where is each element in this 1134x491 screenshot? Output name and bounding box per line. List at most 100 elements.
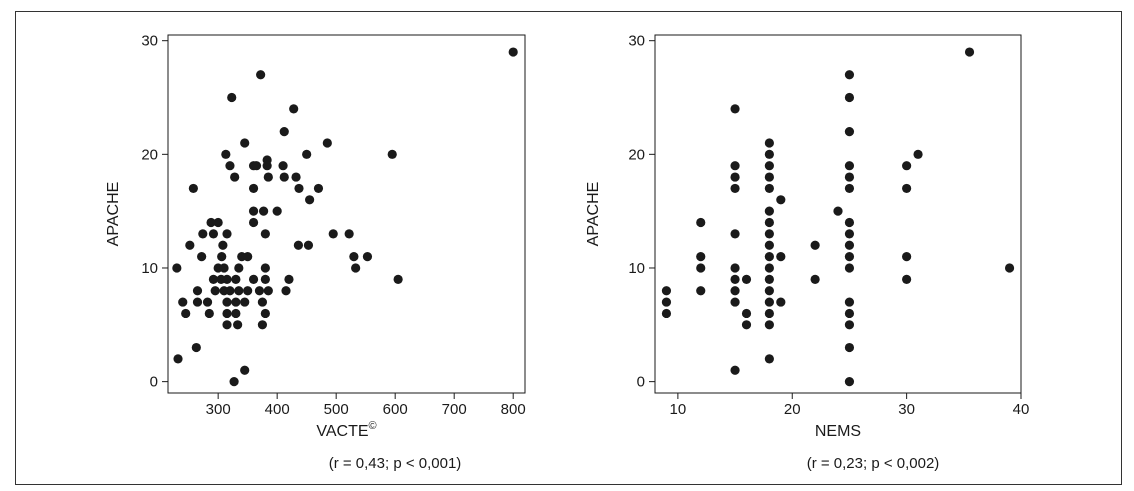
chart1-data-point xyxy=(240,138,250,148)
chart2-y-tick-label: 0 xyxy=(637,374,645,391)
chart1-data-point xyxy=(208,229,219,239)
chart2-data-point xyxy=(730,274,740,284)
chart2-data-point xyxy=(661,297,672,307)
chart2-data-point xyxy=(764,138,774,148)
chart2-data-point xyxy=(844,229,855,239)
chart2-data-point xyxy=(696,252,706,262)
chart1-data-point xyxy=(198,229,208,239)
chart1-data-point xyxy=(291,172,301,182)
figure-frame xyxy=(15,11,1122,485)
chart2-x-tick-label: 20 xyxy=(784,401,801,418)
chart1-data-point xyxy=(349,252,359,262)
chart2-x-tick-label: 10 xyxy=(670,401,687,418)
chart1-data-point xyxy=(222,229,232,239)
chart2-data-point xyxy=(730,286,740,296)
chart1-data-point xyxy=(217,252,227,262)
chart1-data-point xyxy=(263,286,273,296)
chart2-y-axis-label: APACHE xyxy=(585,182,602,247)
chart1-data-point xyxy=(192,286,203,296)
chart1-data-point xyxy=(260,308,270,319)
chart1-data-point xyxy=(263,172,273,182)
chart2-data-point xyxy=(913,149,923,159)
chart1-x-tick-label: 800 xyxy=(501,401,526,418)
chart1-y-tick-label: 10 xyxy=(141,260,158,277)
chart1-data-point xyxy=(294,183,304,194)
chart1-x-tick-label: 700 xyxy=(442,401,467,418)
chart1-data-point xyxy=(231,274,241,284)
chart1-data-point xyxy=(202,297,213,307)
chart2-data-point xyxy=(730,172,740,182)
chart1-data-point xyxy=(289,104,299,114)
chart2-data-point xyxy=(902,183,912,194)
chart1-x-axis-label-superscript: © xyxy=(369,420,377,432)
chart1-data-point xyxy=(257,297,268,307)
chart1-data-point xyxy=(344,229,354,239)
chart2-data-point xyxy=(730,365,740,375)
chart2-data-point xyxy=(741,274,752,284)
chart2-data-point xyxy=(661,286,672,296)
chart1-x-tick-label: 600 xyxy=(383,401,408,418)
chart1-data-point xyxy=(293,240,304,250)
chart2-data-point xyxy=(844,240,855,250)
chart2-data-point xyxy=(844,70,855,80)
chart2-data-point xyxy=(810,240,820,250)
chart2-data-point xyxy=(764,274,774,284)
chart2-data-point xyxy=(844,183,855,194)
chart1-data-point xyxy=(188,183,198,194)
chart2-data-point xyxy=(764,229,774,239)
chart1-data-point xyxy=(225,286,235,296)
chart1-data-point xyxy=(234,286,244,296)
chart2-data-point xyxy=(810,274,820,284)
chart1-data-point xyxy=(181,308,191,319)
chart1-data-point xyxy=(204,308,214,319)
chart1-data-point xyxy=(234,263,244,273)
chart2-data-point xyxy=(844,161,855,171)
chart2-data-point xyxy=(764,206,774,216)
chart2-y-tick-label: 20 xyxy=(628,146,645,163)
chart1-x-tick-label: 500 xyxy=(324,401,349,418)
chart1-correlation-annotation: (r = 0,43; p < 0,001) xyxy=(329,455,462,472)
chart1-data-point xyxy=(197,252,207,262)
chart1-y-tick-label: 20 xyxy=(141,146,158,163)
chart2-x-axis-label: NEMS xyxy=(815,423,861,440)
chart1-data-point xyxy=(222,320,232,330)
chart1-data-point xyxy=(191,342,201,353)
chart2-data-point xyxy=(730,183,740,194)
chart2-data-point xyxy=(764,240,774,250)
chart1-data-point xyxy=(260,229,270,239)
chart1-data-point xyxy=(262,161,272,171)
chart1-data-point xyxy=(248,183,259,194)
chart2-y-tick-label: 10 xyxy=(628,260,645,277)
chart1-data-point xyxy=(248,274,259,284)
chart2-data-point xyxy=(730,161,740,171)
chart1-data-point xyxy=(243,286,253,296)
chart1-data-point xyxy=(229,377,239,387)
chart2-x-tick-label: 30 xyxy=(898,401,915,418)
chart1-data-point xyxy=(192,297,203,307)
chart1-data-point xyxy=(213,217,223,228)
chart1-data-point xyxy=(185,240,195,250)
chart1-x-axis-label: VACTE© xyxy=(316,420,376,440)
chart2-data-point xyxy=(902,274,912,284)
chart1-data-point xyxy=(240,297,250,307)
chart1-data-point xyxy=(221,149,231,159)
chart1-data-point xyxy=(254,286,265,296)
chart1-data-point xyxy=(508,47,518,57)
chart1-data-point xyxy=(248,217,259,228)
chart1-data-point xyxy=(231,308,241,319)
chart1-data-point xyxy=(351,263,361,273)
chart2-data-point xyxy=(696,217,706,228)
chart2-data-point xyxy=(844,263,855,273)
chart2-data-point xyxy=(1004,263,1015,273)
chart2-data-point xyxy=(844,320,855,330)
chart1-data-point xyxy=(172,263,182,273)
chart1-data-point xyxy=(313,183,324,194)
chart1-data-point xyxy=(173,354,183,364)
chart1-data-point xyxy=(230,172,240,182)
chart1-data-point xyxy=(218,240,228,250)
chart2-data-point xyxy=(696,286,706,296)
chart1-y-axis-label: APACHE xyxy=(105,182,122,247)
chart2-data-point xyxy=(902,252,912,262)
chart1-data-point xyxy=(240,365,250,375)
